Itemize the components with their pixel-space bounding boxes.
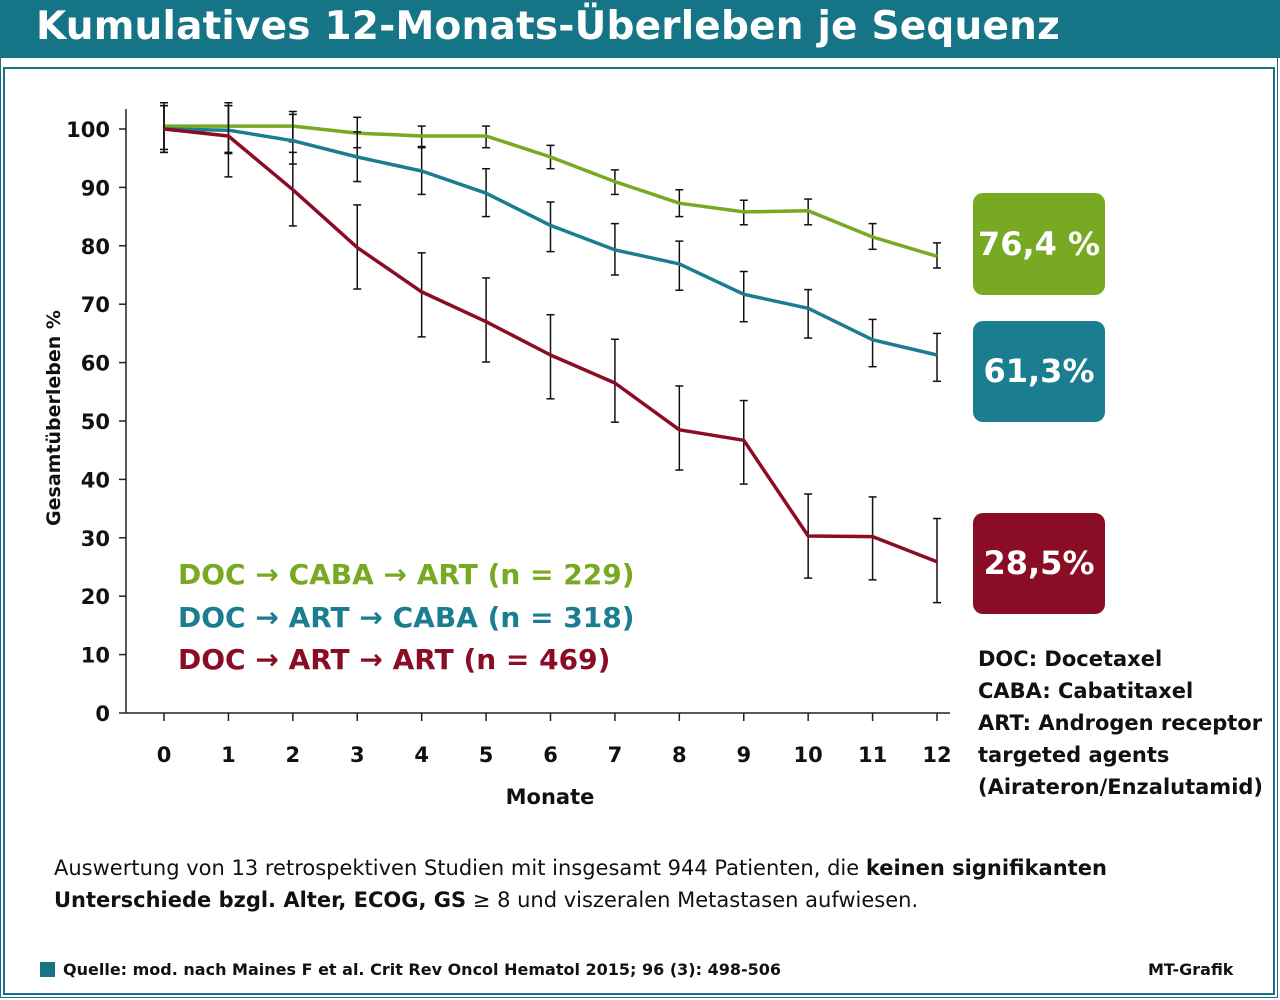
graphic-credit: MT-Grafik — [1148, 960, 1234, 979]
arrow-icon: → — [359, 601, 383, 634]
y-tick-label: 100 — [66, 118, 110, 142]
abbreviation-line: (Airateron/Enzalutamid) — [978, 775, 1264, 799]
note-text: Auswertung von 13 retrospektiven Studien… — [54, 856, 866, 880]
y-tick-label: 80 — [81, 235, 110, 259]
square-icon — [40, 962, 55, 977]
badge-doc-caba-art: 76,4 % — [973, 193, 1105, 295]
legend-step: ART — [288, 643, 350, 676]
note-text: ≥ 8 und viszeralen Metastasen aufwiesen. — [466, 888, 919, 912]
legend-n: (n = 318) — [487, 601, 635, 634]
series-line-1 — [163, 127, 938, 357]
x-tick-label: 12 — [922, 743, 951, 767]
x-tick-label: 5 — [479, 743, 494, 767]
x-tick-label: 10 — [794, 743, 823, 767]
badge-doc-art-art: 28,5% — [973, 513, 1105, 614]
x-tick-label: 6 — [543, 743, 558, 767]
legend-step: CABA — [288, 558, 374, 591]
x-tick-label: 3 — [350, 743, 365, 767]
arrow-icon: → — [255, 643, 279, 676]
y-tick-label: 60 — [81, 352, 110, 376]
y-tick-label: 0 — [95, 702, 110, 726]
abbreviation-line: CABA: Cabatitaxel — [978, 679, 1194, 703]
legend-n: (n = 469) — [463, 643, 611, 676]
badge-value: 61,3% — [983, 352, 1095, 390]
y-tick-label: 40 — [81, 468, 110, 492]
legend-step: DOC — [178, 558, 246, 591]
legend-n: (n = 229) — [487, 558, 635, 591]
y-tick-label: 50 — [81, 410, 110, 434]
y-tick-label: 30 — [81, 527, 110, 551]
abbreviations: DOC: Docetaxel CABA: Cabatitaxel ART: An… — [978, 643, 1263, 803]
note-bold: Unterschiede bzgl. Alter, ECOG, GS — [54, 888, 467, 912]
legend-doc-caba-art: DOC → CABA → ART (n = 229) — [178, 558, 635, 591]
x-axis-label: Monate — [506, 785, 595, 809]
legend-step: CABA — [392, 601, 478, 634]
x-tick-label: 7 — [608, 743, 623, 767]
badge-value: 28,5% — [983, 544, 1095, 582]
source-text: Quelle: mod. nach Maines F et al. Crit R… — [63, 960, 782, 979]
chart-series — [160, 101, 941, 604]
x-tick-label: 2 — [286, 743, 301, 767]
badge-value: 76,4 % — [977, 225, 1101, 263]
arrow-icon: → — [359, 643, 383, 676]
y-tick-label: 70 — [81, 293, 110, 317]
abbreviation-line: targeted agents — [978, 743, 1170, 767]
arrow-icon: → — [255, 601, 279, 634]
legend-step: ART — [392, 643, 454, 676]
abbreviation-line: ART: Androgen receptor — [978, 711, 1263, 735]
title-bar: Kumulatives 12-Monats-Überleben je Seque… — [0, 0, 1280, 58]
legend-step: ART — [288, 601, 350, 634]
legend-step: ART — [416, 558, 478, 591]
arrow-icon: → — [383, 558, 408, 591]
legend-doc-art-art: DOC → ART → ART (n = 469) — [178, 643, 610, 676]
y-axis-label: Gesamtüberleben % — [43, 310, 65, 526]
badge-doc-art-caba: 61,3% — [973, 321, 1105, 422]
page-title: Kumulatives 12-Monats-Überleben je Seque… — [36, 4, 1060, 49]
chart-panel — [3, 67, 1275, 995]
x-tick-label: 9 — [736, 743, 751, 767]
x-tick-label: 11 — [858, 743, 887, 767]
legend-step: DOC — [178, 643, 246, 676]
note-bold: keinen signifikanten — [865, 856, 1107, 880]
x-tick-label: 1 — [221, 743, 236, 767]
x-tick-label: 0 — [157, 743, 172, 767]
source-citation: Quelle: mod. nach Maines F et al. Crit R… — [40, 960, 781, 979]
legend-step: DOC — [178, 601, 246, 634]
x-tick-label: 8 — [672, 743, 687, 767]
legend-doc-art-caba: DOC → ART → CABA (n = 318) — [178, 601, 635, 634]
abbreviation-line: DOC: Docetaxel — [978, 647, 1163, 671]
y-tick-label: 20 — [81, 585, 110, 609]
y-tick-label: 10 — [81, 644, 110, 668]
series-line-2 — [163, 127, 938, 564]
y-tick-label: 90 — [81, 176, 110, 200]
study-note: Auswertung von 13 retrospektiven Studien… — [54, 852, 1204, 916]
arrow-icon: → — [255, 558, 279, 591]
x-tick-label: 4 — [414, 743, 429, 767]
